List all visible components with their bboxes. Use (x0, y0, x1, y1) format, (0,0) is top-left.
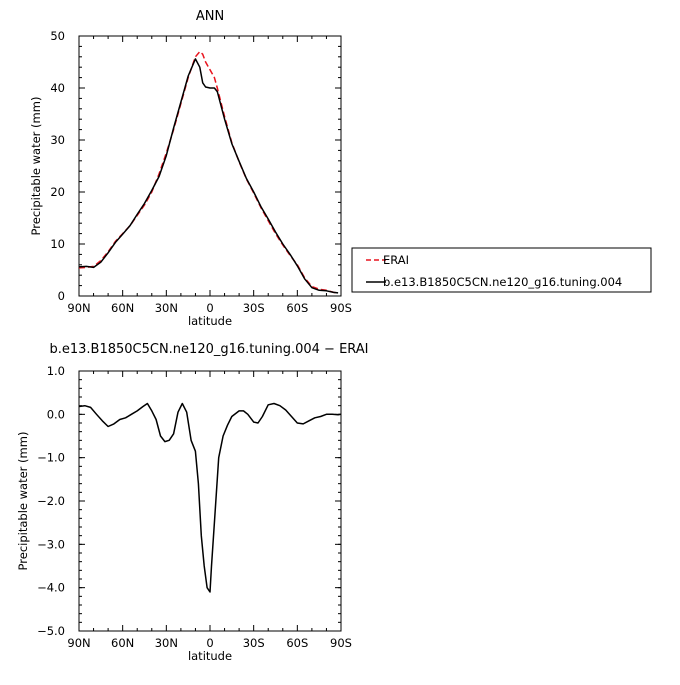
y-axis-label: Precipitable water (mm) (16, 432, 30, 571)
y-tick-label: −2.0 (37, 494, 65, 508)
x-tick-label: 30N (155, 301, 178, 315)
x-tick-label: 60S (286, 636, 308, 650)
x-axis-label: latitude (188, 314, 232, 328)
x-axis-label: latitude (188, 649, 232, 663)
y-axis-label: Precipitable water (mm) (29, 97, 43, 236)
y-tick-label: −3.0 (37, 537, 65, 551)
x-tick-label: 90N (67, 301, 90, 315)
y-tick-label: −5.0 (37, 624, 65, 638)
chart-panel-2: b.e13.B1850C5CN.ne120_g16.tuning.004 − E… (16, 342, 369, 663)
y-tick-label: 50 (50, 29, 65, 43)
y-tick-label: 10 (50, 237, 65, 251)
legend-box (351, 247, 652, 293)
chart-panel-1: ANN 90N 60N 30N 0 30S 60S 90S 0 10 20 30 40 50 latitud… (29, 9, 652, 328)
x-tick-label: 30S (243, 636, 265, 650)
x-tick-label: 60N (111, 301, 134, 315)
legend: ERAI b.e13.B1850C5CN.ne120_g16.tuning.004 (351, 247, 652, 293)
x-tick-label: 60S (286, 301, 308, 315)
y-tick-label: 1.0 (47, 364, 65, 378)
y-tick-label: 0 (58, 289, 65, 303)
legend-entry: ERAI (383, 253, 409, 267)
y-tick-label: −1.0 (37, 451, 65, 465)
y-tick-label: −4.0 (37, 581, 65, 595)
x-tick-label: 30N (155, 636, 178, 650)
chart-title: b.e13.B1850C5CN.ne120_g16.tuning.004 − E… (49, 342, 368, 357)
y-tick-label: 40 (50, 81, 65, 95)
plot-frame (78, 35, 342, 297)
x-tick-label: 90S (330, 636, 352, 650)
x-tick-label: 0 (206, 301, 213, 315)
series-line-b-e13-b1850c5cn-ne120-g16-tuning-004 (78, 58, 339, 294)
y-tick-label: 0.0 (47, 407, 65, 421)
x-tick-label: 60N (111, 636, 134, 650)
x-tick-label: 30S (243, 301, 265, 315)
chart-title: ANN (196, 9, 224, 24)
y-tick-label: 20 (50, 185, 65, 199)
legend-entry: b.e13.B1850C5CN.ne120_g16.tuning.004 (383, 275, 622, 289)
x-tick-label: 0 (206, 636, 213, 650)
series-line-difference (78, 402, 342, 593)
x-tick-label: 90N (67, 636, 90, 650)
y-tick-label: 30 (50, 133, 65, 147)
x-tick-label: 90S (330, 301, 352, 315)
